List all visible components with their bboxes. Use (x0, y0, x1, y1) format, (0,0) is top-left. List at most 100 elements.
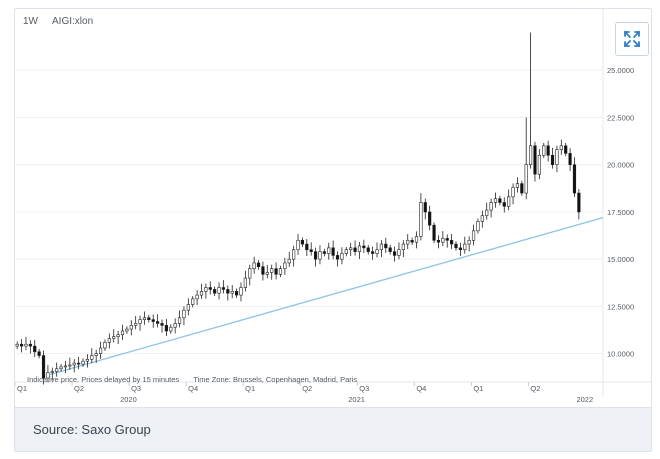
candle-up (265, 272, 269, 275)
candle-up (401, 243, 405, 251)
candle-up (239, 287, 243, 296)
candle-down (432, 224, 436, 241)
candle-down (502, 202, 506, 207)
candle-up (419, 202, 423, 237)
candle-down (156, 321, 160, 324)
candle-up (81, 360, 85, 365)
candle-up (406, 239, 410, 245)
candle-up (50, 371, 54, 373)
candle-down (577, 192, 581, 213)
x-tick-label: Q1 (473, 384, 483, 393)
candle-up (116, 334, 120, 337)
candle-down (458, 247, 462, 251)
candle-down (353, 247, 357, 252)
candle-down (208, 287, 212, 290)
candle-up (471, 230, 476, 241)
candle-up (441, 238, 445, 243)
candle-up (191, 298, 195, 305)
candle-down (19, 343, 24, 347)
candle-down (160, 323, 164, 326)
x-tick-label: Q2 (302, 384, 312, 393)
axis-layer: 10.0000 12.5000 15.0000 17.5000 20.0000 22.50… (17, 66, 634, 404)
candle-up (103, 342, 107, 349)
source-bar: Source: Saxo Group (15, 407, 651, 451)
candle-down (226, 289, 230, 294)
candle-down (546, 145, 550, 156)
candle-up (283, 262, 287, 269)
candle-up (542, 145, 546, 156)
candle-down (450, 239, 454, 245)
candle-down (147, 317, 151, 320)
x-tick-label: Q4 (416, 384, 426, 393)
candle-up (397, 249, 401, 256)
candle-down (261, 266, 265, 275)
candle-down (388, 247, 392, 252)
candle-up (555, 149, 559, 166)
candle-up (59, 366, 63, 370)
candle-up (493, 198, 498, 203)
candle-up (55, 368, 59, 372)
candle-up (120, 330, 125, 336)
candle-up (142, 317, 147, 320)
grid-layer (15, 9, 651, 397)
candle-up (375, 249, 379, 254)
y-tick-label: 12.5000 (607, 302, 634, 311)
candle-down (445, 238, 449, 241)
source-label: Source: Saxo Group (33, 422, 151, 437)
candle-up (344, 249, 348, 254)
candle-down (335, 255, 340, 260)
y-tick-label: 15.0000 (607, 255, 634, 264)
candle-up (467, 239, 471, 245)
candle-up (85, 359, 90, 362)
expand-button[interactable] (615, 22, 649, 56)
candle-up (349, 247, 353, 251)
trendline-layer (49, 216, 604, 376)
candle-down (410, 239, 414, 243)
candle-down (520, 183, 524, 194)
candle-up (528, 145, 533, 166)
candle-up (199, 291, 204, 296)
candle-up (252, 262, 256, 269)
candle-up (340, 253, 344, 260)
candle-down (221, 287, 226, 290)
candle-up (243, 277, 247, 288)
candle-down (550, 154, 555, 166)
candle-up (107, 338, 111, 343)
x-tick-label: Q2 (530, 384, 540, 393)
candle-up (515, 183, 520, 188)
candle-down (213, 289, 217, 294)
candle-up (357, 245, 362, 252)
interval-label[interactable]: 1W (23, 16, 38, 27)
candle-up (46, 372, 50, 379)
candle-down (572, 164, 577, 194)
candle-down (384, 243, 388, 249)
candle-layer (15, 32, 581, 385)
candle-up (169, 326, 173, 332)
year-label: 2022 (576, 395, 593, 404)
candle-down (41, 355, 46, 379)
candle-down (313, 251, 318, 260)
candle-up (94, 353, 98, 356)
candle-down (37, 351, 41, 356)
candle-up (63, 365, 68, 368)
candlestick-chart: 10.0000 12.5000 15.0000 17.5000 20.0000 22.50… (15, 9, 651, 404)
x-tick-label: Q3 (131, 384, 141, 393)
x-tick-label: Q2 (74, 384, 84, 393)
y-tick-label: 20.0000 (607, 161, 634, 170)
candle-up (68, 364, 72, 367)
x-tick-label: Q3 (359, 384, 369, 393)
candle-down (533, 145, 537, 175)
candle-up (414, 236, 419, 243)
candle-up (204, 287, 208, 292)
candle-up (511, 187, 515, 198)
candle-up (537, 154, 541, 175)
candle-up (177, 317, 182, 324)
candle-up (138, 319, 142, 324)
candle-up (125, 328, 129, 332)
candle-up (129, 325, 133, 330)
candle-up (476, 221, 480, 232)
candle-up (287, 258, 291, 264)
candle-down (568, 153, 572, 166)
year-label: 2021 (348, 395, 365, 404)
candle-up (327, 247, 331, 254)
